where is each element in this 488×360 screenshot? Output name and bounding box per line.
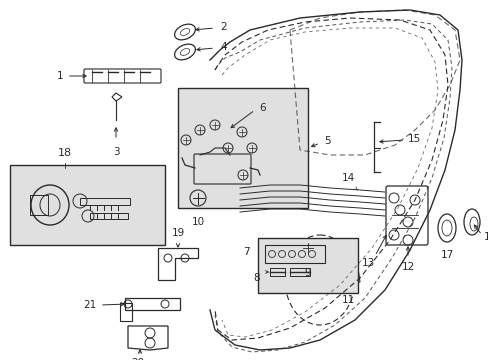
- Text: 10: 10: [191, 217, 204, 227]
- Text: 15: 15: [407, 134, 420, 144]
- Bar: [289, 268, 309, 276]
- Text: 18: 18: [58, 148, 72, 158]
- Text: 19: 19: [171, 228, 184, 238]
- Text: 1: 1: [56, 71, 63, 81]
- Text: 16: 16: [483, 232, 488, 242]
- Text: 20: 20: [131, 358, 144, 360]
- Text: 12: 12: [401, 262, 414, 272]
- Text: 17: 17: [440, 250, 453, 260]
- Bar: [269, 268, 285, 276]
- Bar: [30, 195, 48, 215]
- Text: 11: 11: [341, 295, 354, 305]
- Text: 7: 7: [243, 247, 249, 257]
- Bar: [120, 303, 132, 321]
- Text: 6: 6: [259, 103, 265, 113]
- Text: 9: 9: [304, 268, 311, 278]
- Bar: [125, 298, 180, 310]
- Text: 5: 5: [324, 136, 330, 146]
- Text: 21: 21: [82, 300, 96, 310]
- Text: 3: 3: [112, 147, 119, 157]
- Text: 4: 4: [220, 42, 226, 52]
- Bar: [258, 238, 357, 293]
- Bar: [264, 245, 325, 263]
- Text: 14: 14: [341, 173, 354, 183]
- Bar: [178, 88, 307, 208]
- Text: 13: 13: [361, 258, 374, 268]
- Text: 2: 2: [220, 22, 226, 32]
- Text: 8: 8: [253, 273, 260, 283]
- Bar: [10, 165, 164, 245]
